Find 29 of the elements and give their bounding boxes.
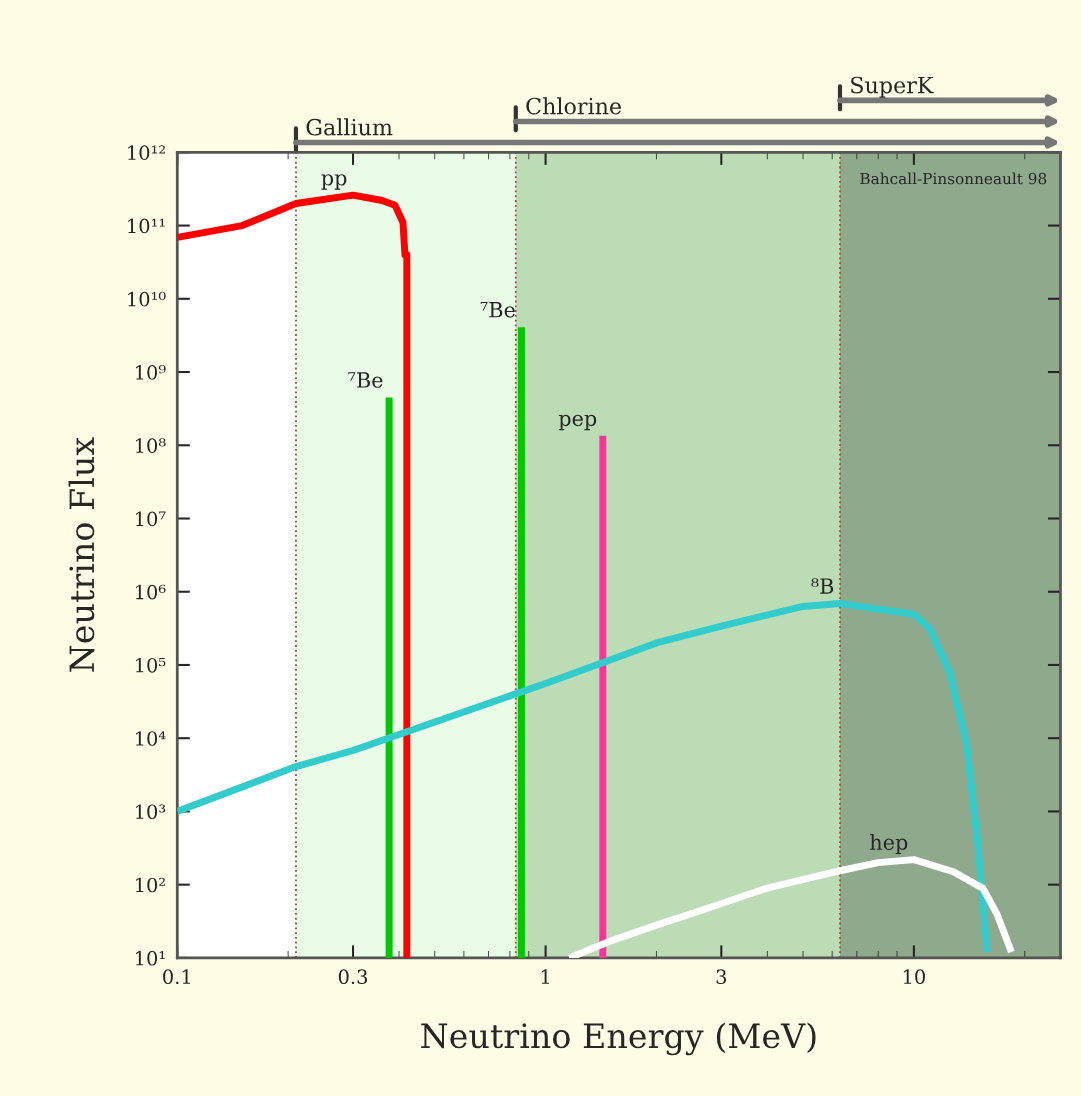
y-tick-label: 10⁸ (136, 438, 166, 453)
y-tick-label: 10¹ (136, 950, 165, 966)
y-tick-label: 10⁵ (136, 657, 166, 673)
y-tick-label: 10⁴ (136, 731, 166, 746)
series-label: hep (870, 833, 908, 855)
band-label: SuperK (851, 76, 934, 98)
x-tick-label: 0.3 (338, 969, 368, 985)
band-label: Chlorine (526, 97, 621, 115)
series-label: ⁷Be (480, 301, 515, 318)
x-tick-label: 3 (716, 969, 727, 985)
series-label: ⁷Be (348, 372, 383, 388)
y-tick-label: 10¹² (128, 145, 165, 161)
band-label: Gallium (306, 118, 393, 136)
y-tick-label: 10¹⁰ (128, 291, 166, 307)
series-label: pep (558, 414, 597, 431)
y-tick-label: 10⁹ (136, 365, 166, 380)
x-tick-label: 0.1 (163, 969, 190, 985)
x-tick-label: 10 (903, 969, 925, 985)
y-tick-label: 10² (136, 877, 165, 893)
series-label: pp (321, 174, 347, 190)
x-tick-label: 1 (541, 969, 550, 984)
y-tick-label: 10⁶ (136, 584, 166, 600)
y-axis-title: Neutrino Flux (68, 437, 95, 672)
y-tick-label: 10¹¹ (128, 218, 165, 234)
x-axis-title: Neutrino Energy (MeV) (421, 1022, 816, 1056)
series-label: ⁸B (811, 578, 834, 594)
annotation: Bahcall-Pinsonneault 98 (860, 172, 1047, 185)
y-tick-label: 10⁷ (136, 511, 166, 527)
y-tick-label: 10³ (136, 804, 166, 820)
